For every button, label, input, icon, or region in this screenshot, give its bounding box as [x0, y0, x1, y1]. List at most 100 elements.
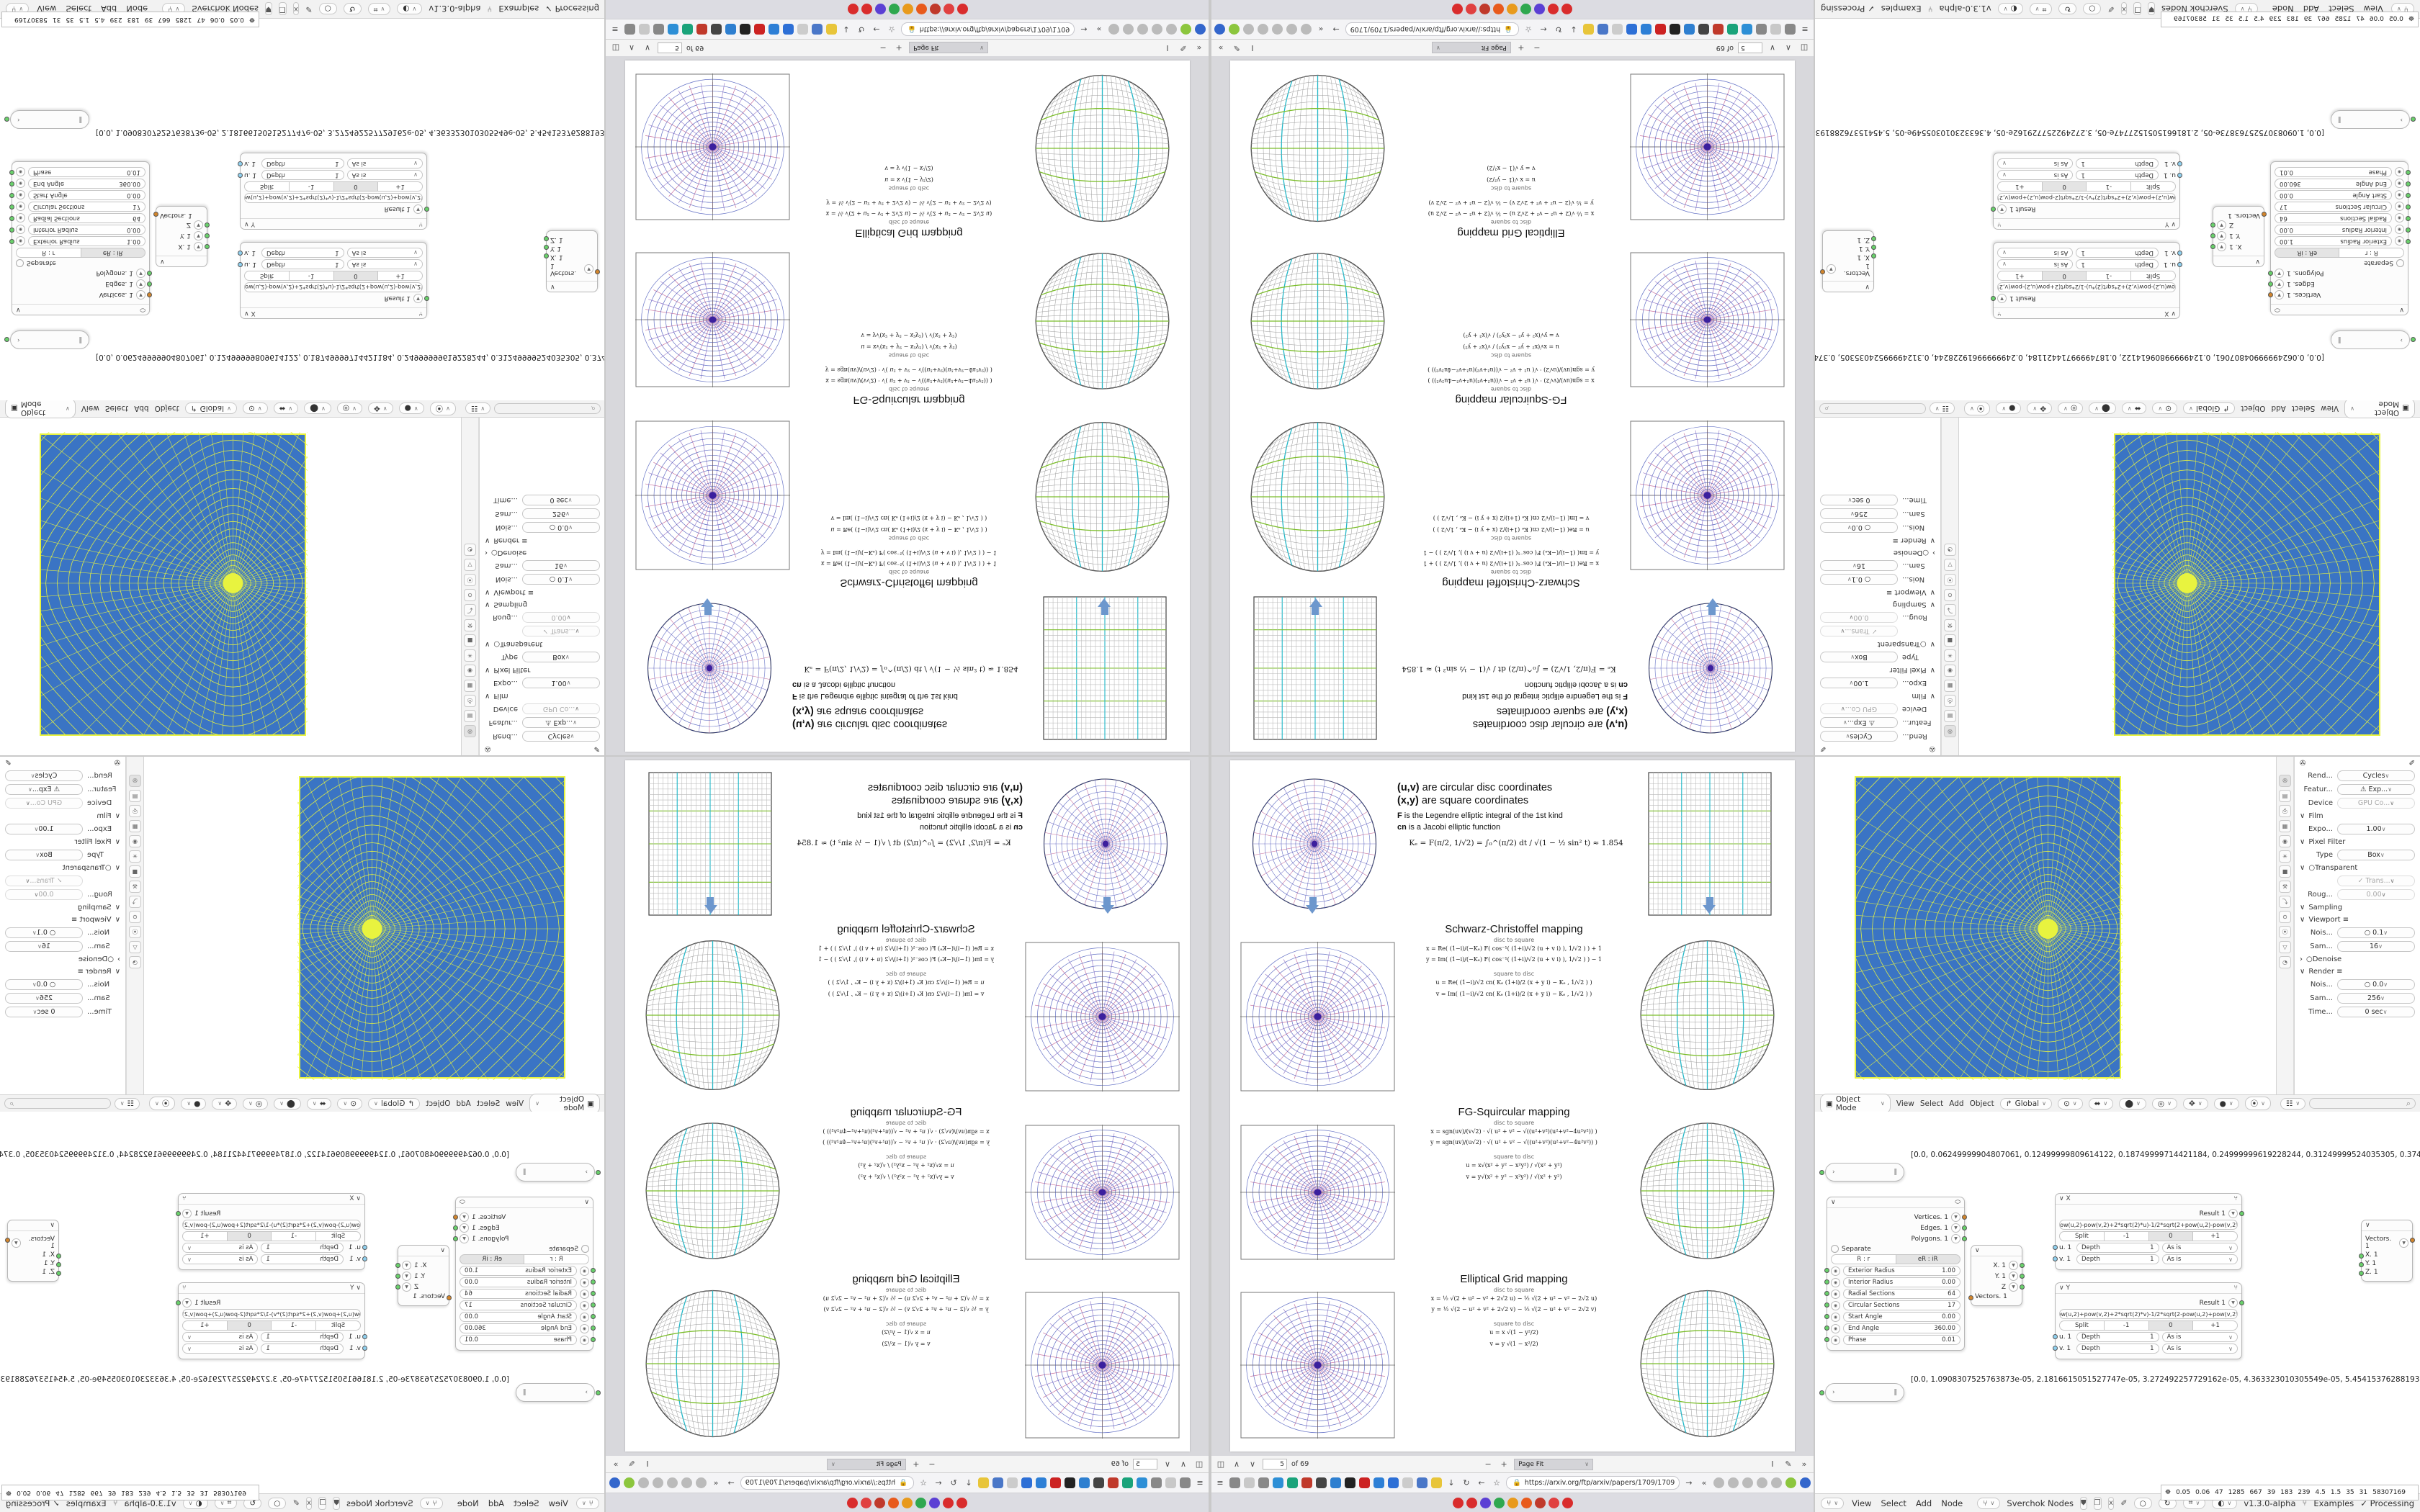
vector-out-node[interactable]: ∨ Vectors. 1 ▼ X. 1 Y. 1 Z. 1 — [5, 1220, 61, 1282]
properties-tab-7[interactable]: ⚒ — [129, 881, 141, 893]
formula-x-seg-1[interactable]: +1 — [377, 271, 423, 281]
torus-output-dropdown-0[interactable]: ▼ — [460, 1212, 469, 1222]
extension-icon-5[interactable] — [1108, 1477, 1119, 1488]
pixel-filter-section[interactable]: ∨ Pixel Filter — [2295, 836, 2420, 848]
viewport-tool-3[interactable]: ◎ ∨ — [2151, 1097, 2177, 1110]
transparent-glass-row-value[interactable]: ✓ Trans... ∨ — [5, 876, 83, 886]
blender-3d-viewport[interactable] — [144, 756, 605, 1094]
pdf-scroll-view[interactable]: (u,v) are circular disc coordinates (x,y)… — [1210, 756, 1815, 1456]
viewport-menu-view[interactable]: View — [506, 1099, 524, 1108]
film-exposure-row[interactable]: Expo... 1.00 ∨ — [0, 822, 125, 836]
extension-icon-6[interactable] — [1316, 1477, 1327, 1488]
viewport-menu-select[interactable]: Select — [104, 404, 129, 413]
pin-icon[interactable]: ✐ — [2408, 760, 2415, 768]
toolbar-extension-icon-3[interactable] — [1757, 1477, 1767, 1488]
transparent-glass-row[interactable]: ✓ Trans... ∨ — [1815, 624, 1940, 638]
properties-tab-2[interactable]: ⎙ — [464, 695, 476, 707]
formula-x-seg-Split[interactable]: Split — [315, 1231, 361, 1241]
roughness-row-value[interactable]: 0.00 ∨ — [1820, 612, 1898, 623]
extension-icon-10[interactable] — [768, 24, 779, 35]
properties-tab-6[interactable]: ■ — [2279, 865, 2291, 878]
toolbar-extension-icon-4[interactable] — [1166, 24, 1177, 35]
viewport-tool-2[interactable]: ⬤ ∨ — [2089, 402, 2116, 415]
properties-tab-12[interactable]: ◔ — [1944, 544, 1956, 556]
properties-tab-11[interactable]: ▽ — [129, 941, 141, 953]
vector-in-collapse-icon[interactable]: ∨ — [1975, 1247, 1980, 1254]
separate-checkbox[interactable] — [1831, 1245, 1839, 1253]
properties-tab-strip[interactable]: ✇ ▤ ⎙ ▦ ◉ ☀ ■ ⚒ ⤵ ⊙ ⦿ ▽ ◔ — [1941, 400, 1958, 756]
torus-output-dropdown-0[interactable]: ▼ — [2275, 290, 2284, 300]
transform-orientation-dropdown[interactable]: ↱ Global ∨ — [184, 402, 237, 415]
blender-window-left-bottom[interactable]: ▣ Object Mode ∨ View Select Add Object ↱ Global ∨… — [0, 756, 605, 1512]
stethoscope-pause-icon[interactable]: ‖ — [79, 336, 83, 343]
browser-tab-1[interactable] — [1466, 1497, 1477, 1508]
extension-icon-14[interactable] — [978, 1477, 989, 1488]
browser-tab-2[interactable] — [929, 1497, 941, 1508]
feature-set-row-value[interactable]: ⚠ Exp... ∨ — [2337, 784, 2415, 795]
viewport-noise-row-value[interactable]: ○ 0.1 ∨ — [2337, 927, 2415, 938]
viewport-menu-view[interactable]: View — [81, 404, 99, 413]
device-row[interactable]: Device GPU Co... ∨ — [2295, 796, 2420, 810]
viewport-samples-row[interactable]: Sam... 16 ∨ — [2295, 940, 2420, 953]
blender-window-left-top[interactable]: ▣ Object Mode ∨ View Select Add Object ↱ Global ∨… — [0, 0, 605, 756]
hamburger-menu-icon[interactable]: ≡ — [1801, 24, 1809, 34]
examples-menu[interactable]: Examples — [498, 4, 539, 14]
torus-field-0[interactable]: Exterior Radius 1.00 — [460, 1266, 577, 1276]
formula-x-seg-1[interactable]: -1 — [2103, 1231, 2149, 1241]
formula-x-depth-0[interactable]: Depth 1 — [2076, 259, 2159, 269]
browser-tab-7[interactable] — [861, 1497, 872, 1508]
sidebar-toggle-button[interactable]: ◫ — [1216, 1459, 1225, 1469]
properties-search-input[interactable]: ⌕ — [4, 1098, 111, 1109]
highlighter-tool-button[interactable]: ✎ — [1180, 43, 1187, 53]
denoise-section[interactable]: › ○Denoise — [2295, 953, 2420, 966]
pdf-more-tools-button[interactable]: » — [1218, 43, 1224, 53]
vector-in-dd-0[interactable]: ▼ — [2009, 1261, 2018, 1270]
formula-x-output-dropdown[interactable]: ▼ — [1997, 294, 2007, 303]
browser-tab-6[interactable] — [1479, 4, 1491, 15]
node-editor-header[interactable]: ⑂ ∨ View Select Add Node ⑂ ∨ Sverchok Nodes ⛊ ❐ x ✐ ○… — [1815, 1493, 2420, 1512]
formula-y-seg-1[interactable]: -1 — [288, 181, 334, 192]
formula-x-split-tabs[interactable]: Split -1 0 +1 — [182, 1231, 361, 1241]
zoom-out-button[interactable]: − — [1533, 43, 1541, 53]
node-menu-view[interactable]: View — [1852, 1498, 1872, 1508]
properties-tab-10[interactable]: ⦿ — [1944, 574, 1956, 586]
torus-field-5[interactable]: End Angle 360.00 — [2275, 179, 2392, 189]
firefox-window-right-top[interactable]: (u,v) are circular disc coordinates (x,y)… — [1210, 0, 1815, 756]
torus-field-icon-0[interactable]: ◉ — [16, 236, 25, 246]
formula-y-output-dropdown[interactable]: ▼ — [182, 1298, 192, 1308]
browser-tab-3[interactable] — [888, 4, 900, 15]
torus-field-3[interactable]: Circular Sections 17 — [1843, 1300, 1960, 1310]
overflow-icon[interactable]: « — [1318, 24, 1324, 34]
properties-tab-1[interactable]: ▤ — [2279, 790, 2291, 802]
formula-y-split-tabs[interactable]: Split -1 0 +1 — [1997, 181, 2176, 192]
film-section[interactable]: ∨ Film — [0, 810, 125, 822]
formula-y-depth-1[interactable]: Depth 1 — [261, 158, 344, 168]
properties-tab-0[interactable]: ✇ — [2279, 775, 2291, 787]
formula-x-collapse-icon[interactable]: ∨ X — [2164, 310, 2176, 317]
formula-y-depth-0[interactable]: Depth 1 — [2076, 170, 2159, 180]
overflow-icon[interactable]: « — [1701, 1478, 1707, 1488]
unlink-icon[interactable]: x — [2107, 1496, 2115, 1510]
formula-x-mode-0[interactable]: As is ∨ — [346, 259, 423, 269]
extension-icon-14[interactable] — [826, 24, 837, 35]
stethoscope-collapse-icon[interactable]: › — [17, 116, 20, 123]
pin-icon[interactable]: ✐ — [2120, 1498, 2128, 1508]
pdf-more-tools-button[interactable]: » — [613, 1459, 619, 1469]
torus-output-dropdown-2[interactable]: ▼ — [2275, 269, 2284, 278]
pin-icon[interactable]: ✐ — [5, 760, 12, 768]
formula-y-node[interactable]: ∨ Y ⑂ Result 1▼1/2*sqrt(2-pow(u,2)+pow(v,2… — [2053, 1282, 2244, 1359]
film-exposure-row[interactable]: Expo... 1.00 ∨ — [2295, 822, 2420, 836]
formula-y-seg-Split[interactable]: Split — [2059, 1320, 2105, 1331]
render-time-row[interactable]: Time... 0 sec ∨ — [0, 1005, 125, 1019]
torus-field-2[interactable]: Radial Sections 64 — [460, 1289, 577, 1299]
viewport-tool-4[interactable]: ✥ ∨ — [367, 402, 393, 415]
viewport-noise-row-value[interactable]: ○ 0.1 ∨ — [1820, 574, 1898, 585]
extension-icon-14[interactable] — [1583, 24, 1594, 35]
formula-x-seg-1[interactable]: -1 — [288, 271, 334, 281]
formula-y-depth-1[interactable]: Depth 1 — [2076, 158, 2159, 168]
roughness-row-value[interactable]: 0.00 ∨ — [2337, 889, 2415, 900]
fake-user-icon[interactable]: ⛊ — [2148, 2, 2155, 16]
torus-mode-tabs[interactable]: R : r eR : iR — [1831, 1254, 1960, 1264]
extension-icon-2[interactable] — [1756, 24, 1767, 35]
torus-node[interactable]: ∨ ⬭ Vertices. 1 ▼ Edges. 1 ▼ Polygons. 1 ▼ Separ… — [2268, 161, 2411, 315]
